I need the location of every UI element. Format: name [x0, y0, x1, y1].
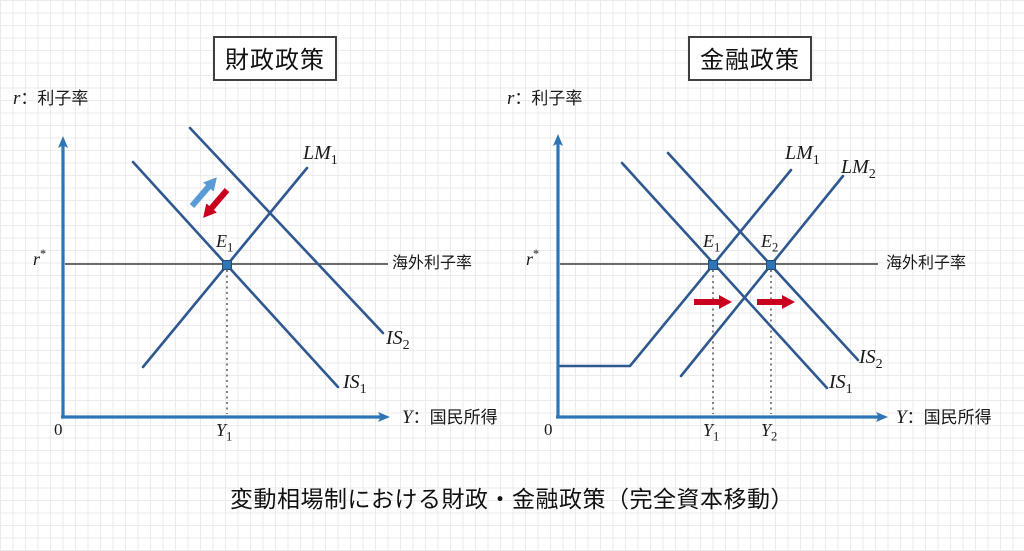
right-is1-curve	[620, 161, 829, 390]
right-e2-label: E2	[761, 231, 779, 255]
right-r-star-label: r*	[526, 247, 540, 269]
right-e1-label: E1	[703, 231, 721, 255]
left-foreign-rate-label: 海外利子率	[392, 255, 473, 272]
left-panel-title-label: 財政政策	[225, 47, 325, 74]
figure-caption: 変動相場制における財政・金融政策（完全資本移動）	[230, 486, 794, 512]
right-panel-title: 金融政策	[688, 36, 812, 81]
right-e1-point	[708, 260, 718, 270]
right-lm2-curve	[679, 174, 845, 378]
right-y1-tick-label: Y1	[703, 420, 720, 444]
left-r-star-label: r*	[33, 247, 47, 269]
left-panel-diagram	[58, 126, 390, 422]
right-y-axis-label: r：利子率	[507, 88, 583, 109]
right-x-axis-label: Y：国民所得	[896, 407, 992, 428]
left-is1-label: IS1	[343, 371, 367, 397]
left-e1-label: E1	[216, 231, 234, 255]
right-is2-curve	[666, 151, 860, 362]
left-x-axis-label: Y：国民所得	[402, 407, 498, 428]
left-e1-point	[222, 260, 232, 270]
left-is1-curve	[131, 160, 340, 389]
right-lm1-curve	[558, 168, 793, 368]
right-panel-title-label: 金融政策	[700, 47, 800, 74]
right-origin-label: 0	[544, 420, 553, 439]
left-origin-label: 0	[54, 420, 63, 439]
right-y2-tick-label: Y2	[761, 420, 778, 444]
right-e2-point	[766, 260, 776, 270]
left-is2-label: IS2	[386, 327, 410, 353]
left-lm1-label: LM1	[303, 142, 338, 168]
left-is2-curve	[188, 126, 385, 335]
right-panel-diagram	[553, 134, 888, 422]
right-lm1-label: LM1	[785, 142, 820, 168]
right-is2-label: IS2	[859, 346, 883, 372]
is-shift-out-arrow	[189, 177, 217, 208]
is-shift-back-arrow	[203, 188, 230, 218]
right-foreign-rate-label: 海外利子率	[886, 255, 967, 272]
left-panel-title: 財政政策	[213, 36, 337, 81]
left-y-axis-label: r：利子率	[13, 88, 89, 109]
right-is1-label: IS1	[829, 371, 853, 397]
left-y1-tick-label: Y1	[216, 420, 233, 444]
right-lm2-label: LM2	[841, 156, 876, 182]
